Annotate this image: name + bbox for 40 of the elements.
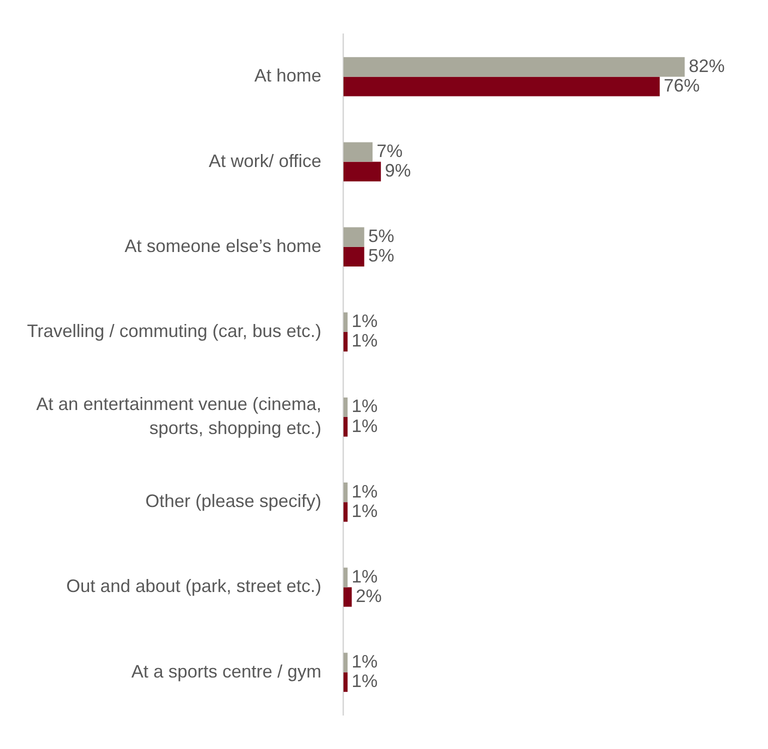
data-label: 5% [368,246,394,266]
y-tick-label: At an entertainment venue (cinema, sports, shopping etc.) [36,394,322,438]
bar [343,397,348,418]
data-label: 2% [356,586,382,606]
data-label: 1% [352,330,378,351]
data-label: 1% [352,566,378,586]
bar [343,312,348,332]
data-label: 1% [352,311,378,332]
data-label: 1% [352,481,378,502]
bar [343,417,348,437]
bar [343,246,364,266]
bar [343,672,348,692]
y-tick-label: At work/ office [208,150,322,171]
y-tick-label: Other (please specify) [145,491,322,512]
data-label: 82% [688,56,725,76]
y-tick-label: At a sports centre / gym [131,661,322,682]
data-label: 1% [352,500,378,521]
bar [343,652,348,672]
y-tick-label: At someone else’s home [124,236,322,256]
bar [343,587,352,607]
bar [343,76,660,96]
y-tick-label: At home [254,66,322,86]
data-label: 1% [352,396,378,416]
bar [343,162,381,182]
data-label: 1% [352,416,378,436]
bar [343,142,373,162]
bar [343,502,348,522]
bar [343,57,685,77]
bar [343,332,348,352]
data-label: 1% [352,651,378,672]
y-tick-label: Out and about (park, street etc.) [66,576,322,596]
data-label: 9% [384,160,411,181]
bar [343,227,364,247]
bar [343,482,348,502]
data-label: 76% [664,75,700,96]
data-label: 5% [368,226,394,246]
data-label: 7% [376,140,403,161]
y-tick-label: Travelling / commuting (car, bus etc.) [26,320,322,341]
data-label: 1% [352,671,378,692]
bar [343,568,348,588]
